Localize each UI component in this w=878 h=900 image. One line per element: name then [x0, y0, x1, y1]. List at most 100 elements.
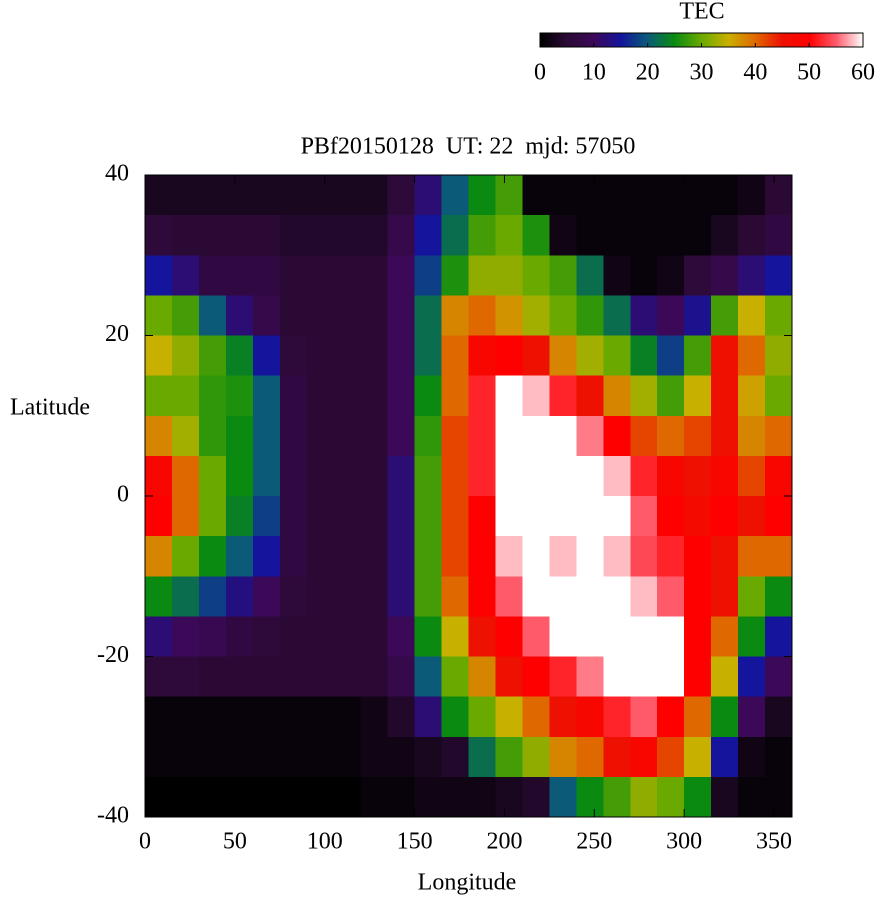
heatmap-cell — [145, 255, 173, 296]
heatmap-cell — [468, 496, 496, 537]
heatmap-cell — [711, 335, 739, 377]
heatmap-cell — [252, 215, 281, 256]
heatmap-cell — [549, 736, 577, 778]
heatmap-cell — [252, 696, 281, 738]
heatmap-cell — [657, 736, 685, 778]
y-tick-label: 40 — [105, 161, 129, 187]
heatmap-cell — [603, 295, 631, 336]
heatmap-cell — [576, 415, 604, 457]
heatmap-cell — [441, 455, 469, 497]
heatmap-cell — [387, 415, 416, 457]
heatmap-cell — [225, 736, 254, 778]
heatmap-cell — [252, 496, 281, 537]
heatmap-cell — [252, 576, 281, 617]
heatmap-cell — [657, 335, 685, 377]
heatmap-cell — [684, 776, 712, 818]
heatmap-cell — [630, 696, 658, 738]
heatmap-cell — [252, 536, 281, 577]
heatmap-cell — [387, 496, 416, 537]
heatmap-cell — [145, 335, 173, 377]
heatmap-cell — [711, 536, 739, 577]
heatmap-cell — [252, 656, 281, 698]
heatmap-cell — [630, 455, 658, 497]
heatmap-cell — [576, 175, 604, 216]
heatmap-cell — [306, 215, 335, 256]
heatmap-cell — [576, 255, 604, 296]
heatmap-cell — [684, 375, 712, 417]
heatmap-cell — [657, 175, 685, 216]
heatmap-cell — [603, 255, 631, 296]
heatmap-cell — [684, 215, 712, 256]
heatmap-cell — [468, 656, 496, 698]
heatmap-cell — [333, 696, 362, 738]
heatmap-cell — [441, 736, 469, 778]
heatmap-cell — [603, 215, 631, 256]
heatmap-cell — [549, 335, 577, 377]
heatmap-cell — [387, 576, 416, 617]
heatmap-cell — [387, 536, 416, 577]
heatmap-cell — [333, 295, 362, 336]
heatmap-cell — [360, 496, 389, 537]
x-tick-label: 300 — [666, 829, 702, 855]
heatmap — [145, 175, 793, 818]
heatmap-cell — [576, 295, 604, 336]
heatmap-cell — [684, 576, 712, 617]
heatmap-cell — [711, 295, 739, 336]
heatmap-cell — [198, 415, 227, 457]
heatmap-cell — [252, 776, 281, 818]
heatmap-cell — [360, 455, 389, 497]
x-tick-label: 0 — [139, 829, 151, 855]
heatmap-cell — [738, 255, 766, 296]
heatmap-cell — [198, 656, 227, 698]
heatmap-cell — [360, 415, 389, 457]
heatmap-cell — [306, 255, 335, 296]
heatmap-cell — [549, 255, 577, 296]
heatmap-cell — [198, 736, 227, 778]
heatmap-cell — [495, 415, 523, 457]
heatmap-cell — [225, 375, 254, 417]
heatmap-cell — [603, 415, 631, 457]
heatmap-cell — [252, 736, 281, 778]
heatmap-cell — [414, 375, 443, 417]
heatmap-cell — [360, 175, 389, 216]
heatmap-cell — [657, 536, 685, 577]
heatmap-cell — [738, 375, 766, 417]
heatmap-cell — [765, 255, 793, 296]
heatmap-cell — [468, 295, 496, 336]
heatmap-cell — [630, 215, 658, 256]
heatmap-cell — [765, 215, 793, 256]
heatmap-cell — [495, 255, 523, 296]
x-axis-label: Longitude — [418, 870, 517, 896]
heatmap-cell — [576, 576, 604, 617]
heatmap-cell — [387, 455, 416, 497]
heatmap-cell — [360, 776, 389, 818]
heatmap-cell — [387, 215, 416, 256]
heatmap-cell — [630, 736, 658, 778]
x-tick-label: 150 — [397, 829, 433, 855]
heatmap-cell — [630, 496, 658, 537]
heatmap-cell — [279, 776, 308, 818]
heatmap-cell — [171, 175, 200, 216]
heatmap-cell — [738, 696, 766, 738]
heatmap-cell — [414, 576, 443, 617]
heatmap-cell — [306, 616, 335, 657]
heatmap-cell — [495, 776, 523, 818]
heatmap-cell — [279, 496, 308, 537]
heatmap-cell — [225, 255, 254, 296]
heatmap-cell — [657, 496, 685, 537]
heatmap-cell — [441, 215, 469, 256]
heatmap-cell — [225, 215, 254, 256]
heatmap-cell — [387, 616, 416, 657]
heatmap-cell — [549, 295, 577, 336]
heatmap-cell — [495, 455, 523, 497]
colorbar-tick-label: 20 — [636, 60, 660, 86]
heatmap-cell — [360, 616, 389, 657]
heatmap-cell — [333, 616, 362, 657]
colorbar-tick-label: 10 — [582, 60, 606, 86]
heatmap-cell — [279, 255, 308, 296]
heatmap-cell — [576, 496, 604, 537]
heatmap-cell — [684, 536, 712, 577]
heatmap-cell — [549, 656, 577, 698]
heatmap-cell — [441, 415, 469, 457]
